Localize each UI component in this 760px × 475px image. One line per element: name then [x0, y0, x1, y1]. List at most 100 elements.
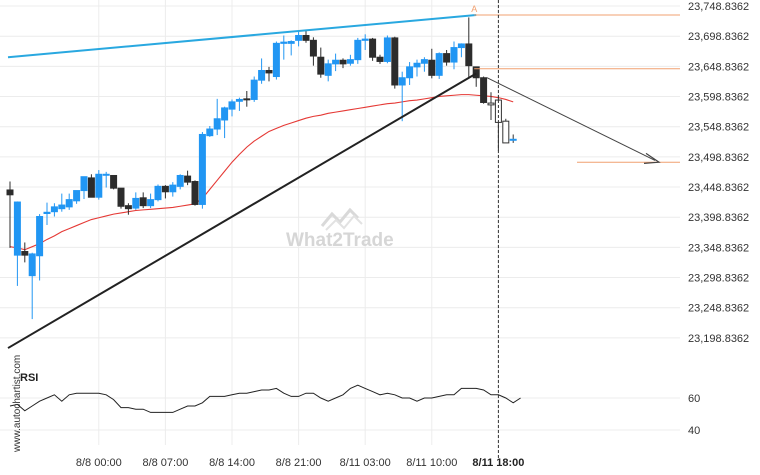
time-tick-label: 8/11 10:00 — [406, 457, 457, 469]
candle-body — [332, 59, 340, 65]
candle-body — [184, 175, 192, 183]
candle — [443, 49, 451, 66]
candle-body — [413, 62, 421, 68]
candle — [65, 193, 73, 210]
candle-body — [272, 42, 280, 78]
rsi-tick-label: 40 — [688, 425, 700, 437]
candle — [287, 40, 295, 56]
candle-body — [250, 79, 258, 100]
candle-body — [132, 197, 140, 209]
candle — [280, 35, 288, 60]
candle-body — [43, 211, 51, 215]
candle-body — [465, 43, 473, 67]
candle — [110, 174, 118, 190]
candle — [465, 17, 473, 79]
candle-body — [176, 174, 184, 187]
candle-body — [317, 56, 325, 75]
candle — [346, 54, 354, 66]
candle — [102, 171, 110, 188]
time-tick-label: 8/11 03:00 — [340, 457, 391, 469]
price-tick-label: 23,698.8362 — [688, 31, 749, 43]
candle — [95, 170, 103, 200]
candle-body — [457, 43, 465, 49]
candle-body — [206, 128, 214, 137]
candle — [221, 106, 229, 139]
candle-body — [117, 187, 125, 207]
candle-body — [265, 69, 273, 74]
candle — [124, 203, 132, 215]
time-axis: 8/8 00:00 8/8 07:00 8/8 14:00 8/8 21:00 8/11… — [76, 457, 525, 469]
price-tick-label: 23,548.8362 — [688, 122, 749, 134]
side-watermark-text: www.autochartist.com — [12, 355, 23, 453]
candle — [235, 97, 243, 111]
candle — [213, 98, 221, 136]
candle — [502, 118, 510, 144]
candle-body — [198, 133, 206, 205]
candle — [58, 193, 66, 212]
candle — [265, 66, 273, 82]
candle-body — [213, 118, 221, 130]
candle — [147, 193, 155, 209]
candle-body — [95, 173, 103, 198]
candle-body — [58, 204, 66, 210]
candle — [332, 53, 340, 72]
candle — [480, 76, 488, 104]
candle — [428, 48, 436, 79]
candle — [420, 57, 428, 72]
price-tick-label: 23,348.8362 — [688, 242, 749, 254]
candle — [21, 242, 29, 263]
candle — [457, 43, 465, 58]
candle-body — [354, 39, 362, 61]
candle — [176, 174, 184, 190]
candle — [87, 174, 95, 198]
time-tick-label: 8/8 00:00 — [76, 457, 122, 469]
candle-body — [487, 102, 495, 106]
candle-body — [376, 56, 384, 62]
candle-body — [110, 174, 118, 189]
forecast-arrow-line — [486, 77, 656, 161]
candle-body — [369, 38, 377, 58]
candle-body — [324, 63, 332, 76]
candle — [413, 59, 421, 77]
candle — [250, 76, 258, 102]
candle-body — [287, 41, 295, 44]
candlesticks — [6, 17, 517, 320]
candle — [487, 92, 495, 120]
candle — [509, 134, 517, 143]
candle-body — [383, 37, 391, 62]
candle — [272, 41, 280, 80]
candle — [73, 190, 81, 204]
candle-body — [391, 37, 399, 86]
price-axis: 23,748.8362 23,698.8362 23,648.8362 23,598.… — [688, 1, 749, 437]
candle-body — [428, 59, 436, 76]
candle — [28, 252, 36, 320]
candle — [50, 203, 58, 217]
candle — [132, 192, 140, 210]
candle-body — [87, 177, 95, 198]
support-line — [7, 72, 477, 349]
candle-body — [472, 66, 480, 79]
time-tick-label: 8/8 21:00 — [276, 457, 322, 469]
candle-body — [161, 185, 169, 193]
candle-body — [243, 98, 251, 101]
arrow-head-icon — [643, 152, 661, 165]
candle-body — [302, 35, 310, 41]
candle-body — [50, 206, 58, 213]
candle — [43, 202, 51, 225]
candle-body — [28, 253, 36, 277]
candle — [243, 91, 251, 107]
candle — [295, 30, 303, 47]
candle — [317, 47, 325, 78]
candle — [309, 37, 317, 66]
candle — [154, 184, 162, 202]
candle-body — [339, 59, 347, 65]
candle — [398, 71, 406, 122]
time-tick-label: 8/8 07:00 — [142, 457, 188, 469]
candle-body — [73, 190, 81, 202]
price-tick-label: 23,648.8362 — [688, 61, 749, 73]
pattern-lines: A — [7, 0, 680, 460]
candle — [80, 176, 88, 200]
candle-body — [235, 98, 243, 102]
candle-body — [361, 38, 369, 41]
